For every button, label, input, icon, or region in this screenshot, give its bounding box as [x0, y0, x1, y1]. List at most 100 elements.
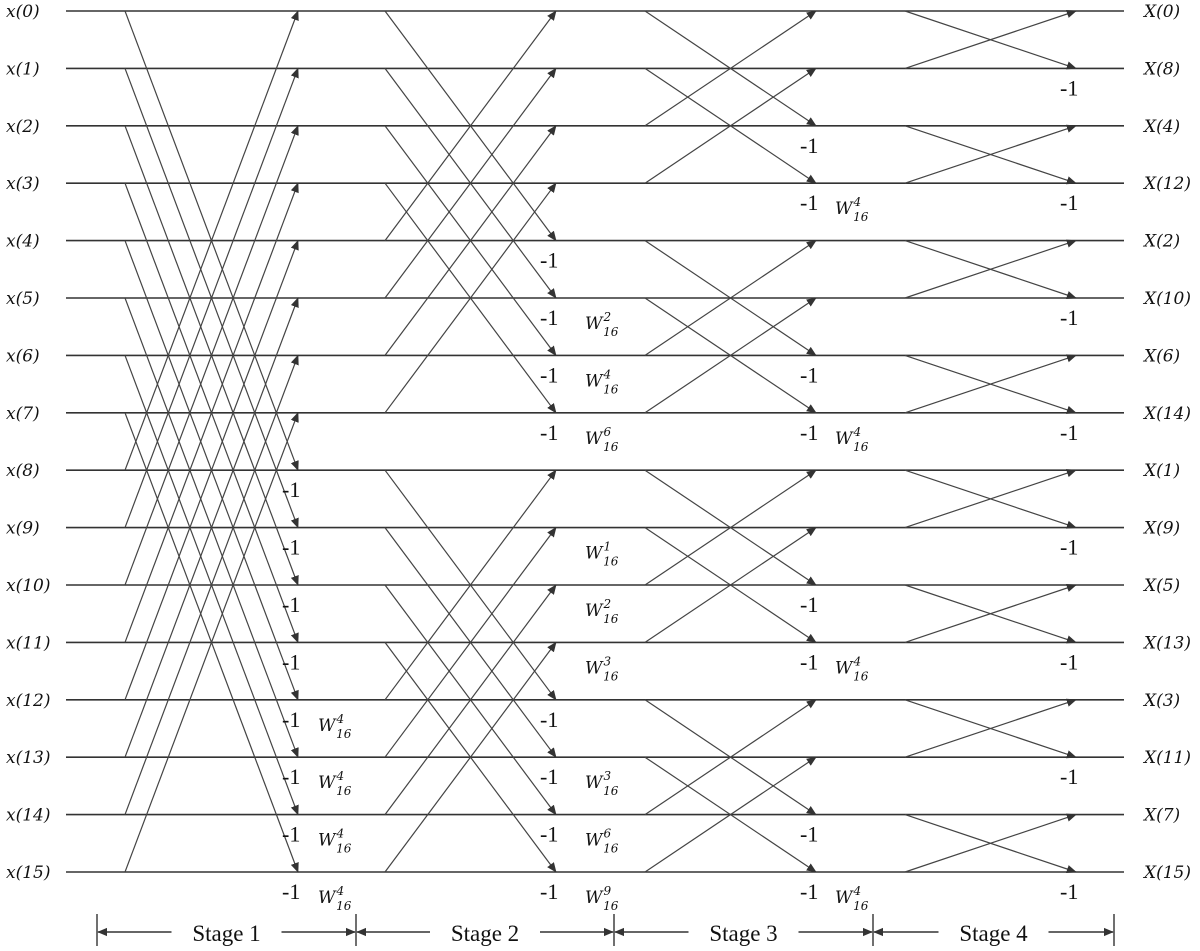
butterfly-wire	[644, 699, 817, 816]
twiddle-n: 16	[336, 727, 352, 741]
twiddle-n: 16	[853, 440, 869, 454]
butterfly-wire	[124, 239, 299, 701]
twiddle-base: W	[585, 658, 604, 678]
input-label: x(13)	[6, 748, 50, 768]
output-label: X(6)	[1142, 346, 1180, 366]
twiddle-factor: W9 16	[585, 884, 619, 913]
twiddle-base: W	[318, 831, 337, 851]
butterfly-wire	[904, 813, 1077, 873]
twiddle-base: W	[585, 371, 604, 391]
negation-label: -1	[282, 477, 300, 502]
negation-label: -1	[1060, 764, 1078, 789]
butterfly-wire	[644, 469, 817, 586]
butterfly-wire	[904, 124, 1077, 184]
butterfly-wire	[644, 10, 817, 127]
twiddle-base: W	[585, 314, 604, 334]
butterfly-wire	[904, 583, 1077, 643]
negation-label: -1	[282, 535, 300, 560]
input-label: x(4)	[6, 232, 40, 252]
twiddle-factor: W4 16	[318, 712, 352, 741]
twiddle-factor: W3 16	[585, 654, 619, 683]
negation-label: -1	[540, 822, 558, 847]
twiddle-exponent: 4	[335, 827, 344, 841]
butterfly-wire	[904, 354, 1077, 414]
butterfly-wire	[384, 641, 557, 873]
twiddle-factor: W4 16	[835, 425, 869, 454]
negation-label: -1	[540, 305, 558, 330]
twiddle-factor: W6 16	[585, 425, 619, 454]
butterfly-wire	[384, 526, 557, 758]
twiddle-n: 16	[336, 842, 352, 856]
butterfly-wire	[124, 354, 299, 815]
stage-label: Stage 2	[451, 921, 519, 946]
twiddle-base: W	[318, 888, 337, 908]
twiddle-exponent: 4	[852, 884, 861, 898]
twiddle-n: 16	[603, 842, 619, 856]
twiddle-factor: W4 16	[835, 195, 869, 224]
input-labels: x(0) x(1) x(2) x(3) x(4) x(5) x(6) x(7) x(8) x(9)…	[6, 2, 50, 883]
butterfly-wire	[644, 240, 817, 356]
twiddle-base: W	[585, 601, 604, 621]
twiddle-base: W	[585, 544, 604, 564]
twiddle-exponent: 4	[852, 425, 861, 439]
negation-label: -1	[1060, 305, 1078, 330]
twiddle-n: 16	[603, 440, 619, 454]
butterfly-wires	[124, 9, 1077, 874]
twiddle-exponent: 1	[603, 540, 611, 554]
twiddle-base: W	[318, 773, 337, 793]
stage-label: Stage 3	[709, 921, 777, 946]
twiddle-base: W	[585, 429, 604, 449]
negation-label: -1	[540, 764, 558, 789]
twiddle-exponent: 2	[602, 597, 611, 611]
negation-label: -1	[800, 190, 818, 215]
butterfly-wire	[124, 10, 299, 471]
negation-label: -1	[1060, 420, 1078, 445]
negation-label: -1	[282, 707, 300, 732]
negation-label: -1	[800, 420, 818, 445]
negation-label: -1	[282, 649, 300, 674]
twiddle-exponent: 4	[852, 654, 861, 668]
twiddle-factor: W4 16	[835, 884, 869, 913]
twiddle-exponent: 3	[603, 769, 611, 783]
input-label: x(3)	[6, 174, 40, 194]
negation-label: -1	[800, 822, 818, 847]
negation-label: -1	[1060, 649, 1078, 674]
butterfly-wire	[124, 297, 299, 758]
twiddle-base: W	[835, 199, 854, 219]
input-label: x(12)	[6, 691, 50, 711]
output-label: X(1)	[1142, 461, 1180, 481]
negation-label: -1	[540, 879, 558, 904]
twiddle-exponent: 4	[335, 712, 344, 726]
output-label: X(2)	[1142, 232, 1180, 252]
output-label: X(9)	[1142, 519, 1180, 539]
negation-label: -1	[540, 362, 558, 387]
input-label: x(7)	[6, 404, 40, 424]
negation-label: -1	[800, 592, 818, 617]
twiddle-exponent: 4	[852, 195, 861, 209]
twiddle-exponent: 4	[335, 769, 344, 783]
input-label: x(6)	[6, 346, 40, 366]
input-label: x(9)	[6, 519, 40, 539]
twiddle-n: 16	[603, 325, 619, 339]
butterfly-wire	[384, 10, 557, 241]
twiddle-n: 16	[603, 899, 619, 913]
twiddle-exponent: 6	[603, 425, 611, 439]
twiddle-n: 16	[853, 210, 869, 224]
negation-labels: -1 -1 -1 -1 -1 -1 -1 -1 -1 -1 -1 -1 -1 -1 -1 -1 -1 -1 -1 -1…	[282, 75, 1078, 904]
twiddle-n: 16	[853, 899, 869, 913]
output-label: X(8)	[1142, 59, 1180, 79]
output-label: X(0)	[1142, 2, 1180, 22]
butterfly-wire	[644, 297, 817, 414]
twiddle-base: W	[585, 773, 604, 793]
output-label: X(4)	[1142, 117, 1180, 137]
butterfly-wire	[384, 469, 557, 701]
output-label: X(11)	[1142, 748, 1191, 768]
twiddle-n: 16	[603, 612, 619, 626]
output-label: X(3)	[1142, 691, 1180, 711]
negation-label: -1	[800, 649, 818, 674]
negation-label: -1	[1060, 75, 1078, 100]
negation-label: -1	[1060, 190, 1078, 215]
twiddle-factor: W6 16	[585, 827, 619, 856]
twiddle-factor: W4 16	[585, 367, 619, 396]
negation-label: -1	[540, 248, 558, 273]
